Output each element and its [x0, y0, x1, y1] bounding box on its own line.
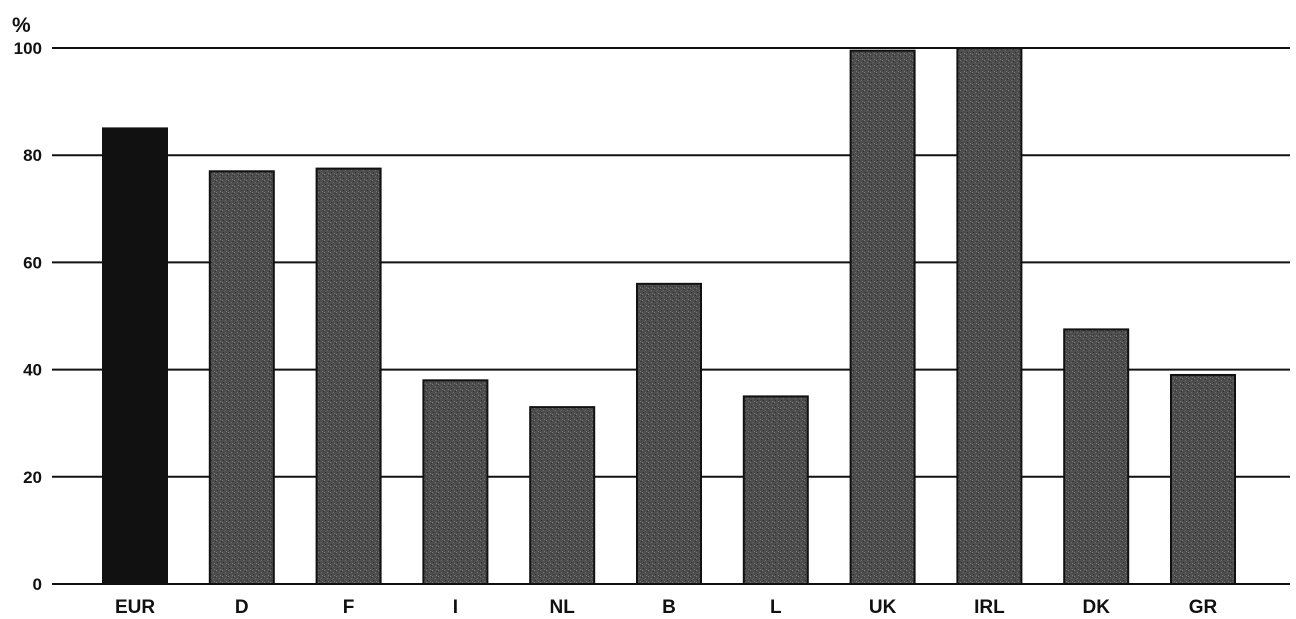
- x-category-label-nl: NL: [550, 597, 576, 618]
- x-category-label-gr: GR: [1189, 597, 1218, 618]
- x-category-label-uk: UK: [869, 597, 897, 618]
- bar-nl: [529, 406, 596, 585]
- x-category-label-b: B: [662, 597, 676, 618]
- y-axis-unit-label: %: [12, 14, 31, 37]
- y-tick-label-60: 60: [23, 253, 42, 272]
- bar-l: [742, 395, 809, 585]
- bar-gr: [1170, 373, 1236, 585]
- x-category-label-eur: EUR: [115, 597, 155, 618]
- y-axis-ticks: 0 20 40 60 80 100: [14, 39, 42, 594]
- bar-eur: [102, 127, 168, 585]
- bar-irl: [956, 47, 1023, 585]
- x-category-label-irl: IRL: [974, 597, 1005, 618]
- x-category-label-l: L: [770, 597, 782, 618]
- y-tick-label-40: 40: [23, 361, 42, 380]
- bar-i: [422, 379, 489, 585]
- bar-b: [636, 282, 702, 585]
- bar-d: [208, 170, 275, 585]
- bars: [102, 47, 1236, 586]
- y-tick-label-100: 100: [14, 39, 42, 58]
- bar-f: [315, 167, 382, 585]
- x-category-label-d: D: [235, 597, 249, 618]
- x-category-label-dk: DK: [1082, 597, 1110, 618]
- x-axis-labels: EUR D F I NL B L UK IRL DK GR: [115, 597, 1218, 618]
- bar-dk: [1063, 328, 1130, 585]
- y-tick-label-0: 0: [33, 575, 42, 594]
- x-category-label-i: I: [453, 597, 458, 618]
- y-tick-label-80: 80: [23, 146, 42, 165]
- y-tick-label-20: 20: [23, 468, 42, 487]
- x-category-label-f: F: [343, 597, 355, 618]
- bar-uk: [849, 49, 916, 586]
